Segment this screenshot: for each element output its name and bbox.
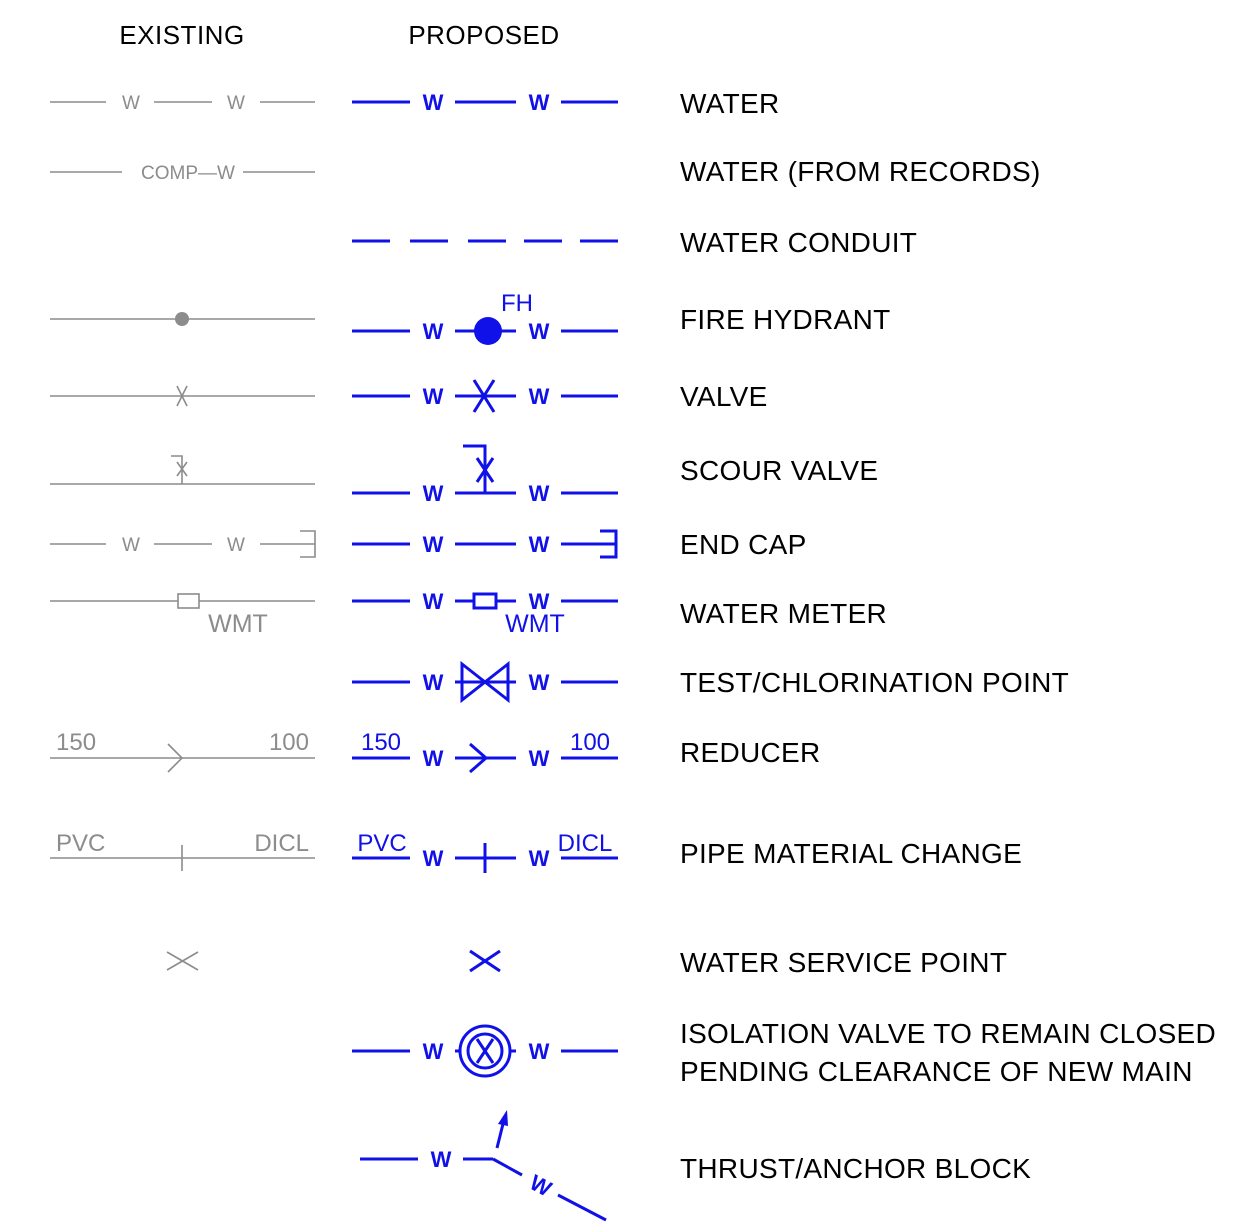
proposed-test-chlorination-point-symbol: W W xyxy=(352,660,618,704)
proposed-end-cap-symbol: W W xyxy=(352,529,618,559)
line-letter: W xyxy=(423,589,444,614)
line-letter: W xyxy=(423,319,444,344)
desc-water-service-point: WATER SERVICE POINT xyxy=(680,947,1007,978)
desc-pipe-material-change: PIPE MATERIAL CHANGE xyxy=(680,838,1022,869)
line-letter: W xyxy=(423,670,444,695)
line-letter: W xyxy=(526,1170,556,1202)
line-letter: W xyxy=(227,535,245,556)
desc-test-chlorination-point: TEST/CHLORINATION POINT xyxy=(680,667,1069,698)
line-letter: W xyxy=(423,746,444,771)
line-letter: W xyxy=(529,1039,550,1064)
line-letter: W xyxy=(529,532,550,557)
line-letter: W xyxy=(423,532,444,557)
desc-isolation-valve-line2: PENDING CLEARANCE OF NEW MAIN xyxy=(680,1056,1193,1087)
water-records-label: COMP—W xyxy=(141,163,235,184)
line-letter: W xyxy=(529,846,550,871)
fire-hydrant-tag: FH xyxy=(501,290,533,317)
existing-fire-hydrant-symbol xyxy=(50,312,315,326)
line-letter: W xyxy=(529,746,550,771)
existing-water-records-symbol: COMP—W xyxy=(50,163,315,184)
proposed-water-meter-symbol: W W WMT xyxy=(352,589,618,638)
existing-water-service-point-symbol xyxy=(166,951,199,971)
existing-valve-symbol xyxy=(50,385,315,407)
water-meter-tag: WMT xyxy=(505,610,565,638)
material-from: PVC xyxy=(357,830,406,857)
line-letter: W xyxy=(529,481,550,506)
reducer-from-size: 150 xyxy=(361,729,401,756)
line-letter: W xyxy=(529,384,550,409)
existing-pipe-material-change-symbol: PVC DICL xyxy=(50,830,315,871)
line-letter: W xyxy=(122,93,140,114)
desc-reducer: REDUCER xyxy=(680,737,821,768)
proposed-water-service-point-symbol xyxy=(469,949,501,973)
line-letter: W xyxy=(423,90,444,115)
desc-thrust-anchor-block: THRUST/ANCHOR BLOCK xyxy=(680,1153,1031,1184)
proposed-thrust-anchor-block-symbol: W W xyxy=(360,1110,607,1222)
existing-scour-valve-symbol xyxy=(50,455,315,485)
existing-reducer-symbol: 150 100 xyxy=(50,729,315,773)
proposed-pipe-material-change-symbol: PVC W W DICL xyxy=(352,830,618,873)
existing-water-symbol: W W xyxy=(50,93,315,114)
line-letter: W xyxy=(423,481,444,506)
desc-valve: VALVE xyxy=(680,381,768,412)
desc-scour-valve: SCOUR VALVE xyxy=(680,455,878,486)
line-letter: W xyxy=(529,90,550,115)
desc-fire-hydrant: FIRE HYDRANT xyxy=(680,304,891,335)
reducer-to-size: 100 xyxy=(269,729,309,756)
proposed-water-symbol: W W xyxy=(352,90,618,115)
line-letter: W xyxy=(122,535,140,556)
line-letter: W xyxy=(431,1147,452,1172)
existing-end-cap-symbol: W W xyxy=(50,530,316,558)
desc-water-from-records: WATER (FROM RECORDS) xyxy=(680,156,1041,187)
desc-water-meter: WATER METER xyxy=(680,598,887,629)
reducer-to-size: 100 xyxy=(570,729,610,756)
material-to: DICL xyxy=(254,830,309,857)
reducer-from-size: 150 xyxy=(56,729,96,756)
line-letter: W xyxy=(529,319,550,344)
material-from: PVC xyxy=(56,830,105,857)
desc-water: WATER xyxy=(680,88,780,119)
line-letter: W xyxy=(423,846,444,871)
line-letter: W xyxy=(529,670,550,695)
proposed-column-header: PROPOSED xyxy=(408,20,559,50)
desc-water-conduit: WATER CONDUIT xyxy=(680,227,917,258)
line-letter: W xyxy=(529,589,550,614)
existing-column-header: EXISTING xyxy=(119,20,244,50)
desc-isolation-valve-line1: ISOLATION VALVE TO REMAIN CLOSED xyxy=(680,1018,1216,1049)
water-meter-tag: WMT xyxy=(208,610,268,638)
line-letter: W xyxy=(227,93,245,114)
proposed-reducer-symbol: 150 W W 100 xyxy=(352,729,618,774)
proposed-scour-valve-symbol: W W xyxy=(352,444,618,506)
material-to: DICL xyxy=(558,830,613,857)
proposed-fire-hydrant-symbol: W W FH xyxy=(352,290,618,345)
line-letter: W xyxy=(423,384,444,409)
proposed-isolation-valve-symbol: W W xyxy=(352,1024,618,1078)
proposed-valve-symbol: W W xyxy=(352,379,618,413)
line-letter: W xyxy=(423,1039,444,1064)
existing-water-meter-symbol: WMT xyxy=(50,593,315,638)
desc-end-cap: END CAP xyxy=(680,529,807,560)
